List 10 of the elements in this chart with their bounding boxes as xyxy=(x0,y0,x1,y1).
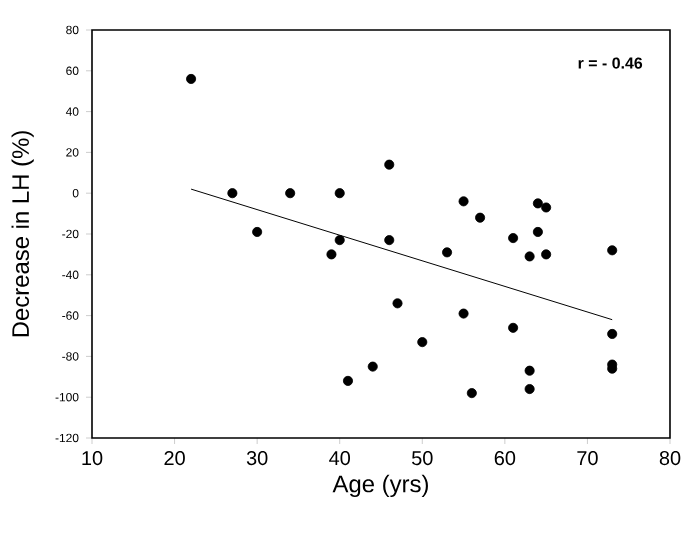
y-axis-title: Decrease in LH (%) xyxy=(11,131,34,337)
x-tick-label: 80 xyxy=(659,451,681,466)
x-tick-label: 70 xyxy=(577,451,598,466)
x-tick-label: 10 xyxy=(82,451,103,466)
x-axis-title: Age (yrs) xyxy=(332,474,428,498)
x-tick-label: 30 xyxy=(246,451,268,466)
x-tick-label: 50 xyxy=(412,451,433,466)
x-tick-label: 60 xyxy=(494,451,516,466)
x-tick-label: 20 xyxy=(164,451,185,466)
x-tick-label: 40 xyxy=(329,451,351,466)
